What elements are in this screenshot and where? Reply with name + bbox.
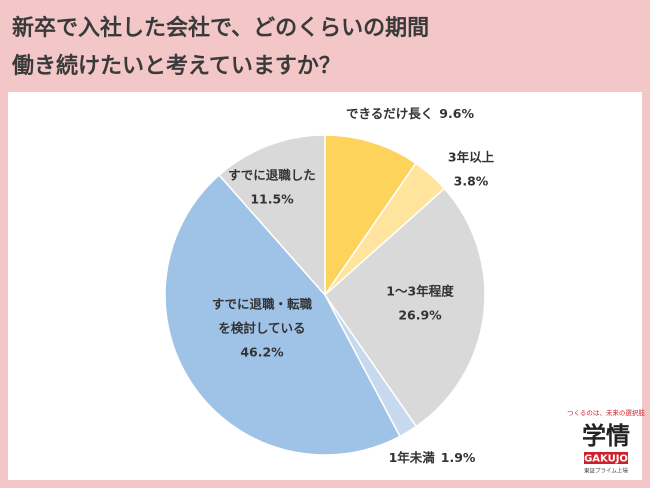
slice-value: 26.9% bbox=[398, 308, 442, 323]
slice-name: 1年未満 bbox=[389, 450, 436, 465]
slice-value: 11.5% bbox=[250, 192, 294, 207]
slice-name: できるだけ長く bbox=[346, 106, 433, 121]
logo-bar bbox=[584, 452, 628, 464]
pie-slice bbox=[324, 187, 486, 428]
pie-slice bbox=[324, 134, 417, 298]
slice-value: 3.8% bbox=[454, 174, 489, 189]
slice-value: 1.9% bbox=[441, 450, 476, 465]
logo-note: 東証プライム上場 bbox=[584, 467, 628, 475]
slice-name: 3年以上 bbox=[448, 150, 495, 165]
logo-tagline: つくるのは、未来の選択肢 bbox=[567, 408, 645, 417]
logo-brand: GAKUJO bbox=[584, 454, 628, 465]
slice-label: できるだけ長く 9.6% bbox=[346, 106, 474, 121]
slice-name: すでに退職・転職 bbox=[212, 297, 313, 312]
chart-title: 働き続けたいと考えていますか？ bbox=[11, 53, 341, 79]
slice-name: すでに退職した bbox=[228, 168, 316, 183]
slice-name: を検討している bbox=[218, 321, 305, 336]
logo: つくるのは、未来の選択肢 学情 GAKUJO 東証プライム上場 bbox=[567, 408, 645, 475]
pie-slice bbox=[164, 173, 401, 456]
slice-name: 1〜3年程度 bbox=[386, 284, 454, 299]
slice-value: 9.6% bbox=[439, 106, 474, 121]
logo-name: 学情 bbox=[582, 422, 630, 450]
slice-label: 1年未満 1.9% bbox=[389, 450, 476, 465]
pie-slice bbox=[218, 134, 326, 297]
slice-value: 46.2% bbox=[240, 345, 284, 360]
chart-title: 新卒で入社した会社で、どのくらいの期間 bbox=[12, 15, 429, 41]
